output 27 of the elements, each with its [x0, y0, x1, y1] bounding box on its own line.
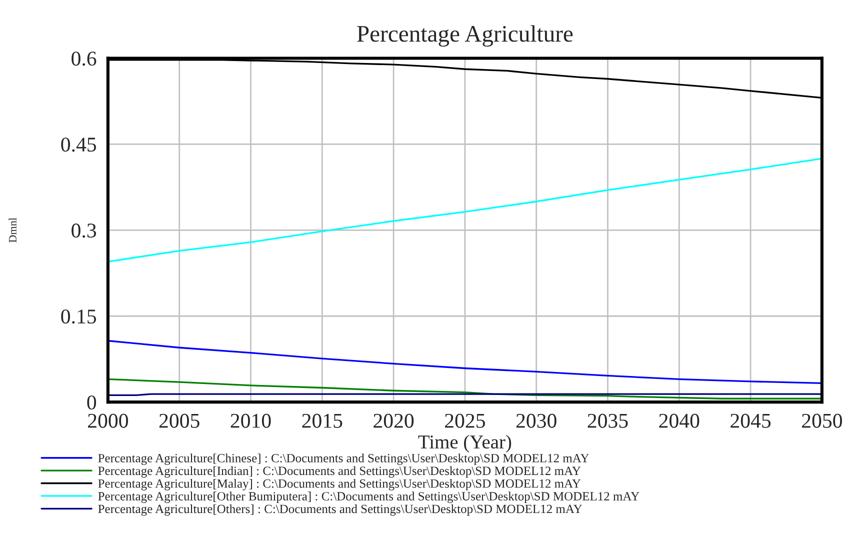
legend-label: Percentage Agriculture[Malay] : C:\Documents and Settings\User\Desktop\SD MODEL12 mAY [98, 478, 581, 490]
x-tick-label: 2040 [659, 414, 700, 428]
x-tick-label: 2020 [374, 414, 414, 428]
x-tick-label: 2050 [802, 414, 842, 428]
legend-label: Percentage Agriculture[Other Bumiputera] : C:\Documents and Settings\User\Desktop\SD MODEL12 mAY [98, 492, 640, 504]
y-tick-label: 0.15 [61, 309, 96, 324]
y-tick-label: 0 [87, 395, 96, 410]
x-tick-label: 2025 [445, 414, 485, 428]
x-tick-label: 2045 [730, 414, 771, 428]
x-tick-label: 2005 [159, 414, 200, 428]
line-series [108, 340, 822, 384]
y-tick-label: 0.3 [72, 224, 96, 238]
line-series [108, 158, 822, 263]
x-tick-label: 2030 [516, 414, 556, 428]
y-axis-title: Dmnl [8, 218, 16, 242]
legend-label: Percentage Agriculture[Chinese] : C:\Documents and Settings\User\Desktop\SD MODEL12 mAY [98, 454, 589, 465]
x-tick-label: 2015 [302, 414, 342, 428]
legend-label: Percentage Agriculture[Others] : C:\Documents and Settings\User\Desktop\SD MODEL12 mAY [98, 504, 582, 516]
x-tick-label: 2035 [588, 414, 628, 428]
line-series [108, 378, 822, 400]
x-tick-label: 2010 [230, 414, 271, 428]
legend-label: Percentage Agriculture[Indian] : C:\Documents and Settings\User\Desktop\SD MODEL12 mAY [98, 466, 581, 478]
x-tick-label: 2000 [88, 414, 128, 428]
chart-title: Percentage Agriculture [357, 25, 573, 47]
y-tick-label: 0.45 [61, 138, 96, 152]
x-axis-title: Time (Year) [418, 434, 512, 452]
y-tick-label: 0.6 [72, 52, 96, 66]
